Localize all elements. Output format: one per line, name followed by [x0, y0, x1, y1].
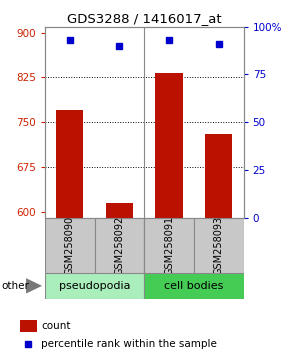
Text: GSM258092: GSM258092: [115, 216, 124, 275]
Bar: [144, 273, 244, 299]
Text: other: other: [1, 281, 29, 291]
Bar: [45, 273, 144, 299]
Bar: [194, 218, 244, 273]
Text: count: count: [41, 321, 71, 331]
Text: cell bodies: cell bodies: [164, 281, 224, 291]
Bar: [95, 218, 144, 273]
Text: pseudopodia: pseudopodia: [59, 281, 130, 291]
Polygon shape: [26, 278, 42, 293]
Bar: [45, 218, 95, 273]
Title: GDS3288 / 1416017_at: GDS3288 / 1416017_at: [67, 12, 222, 25]
Bar: [205, 134, 232, 218]
Text: GSM258090: GSM258090: [65, 216, 75, 275]
Text: GSM258091: GSM258091: [164, 216, 174, 275]
Bar: [56, 110, 84, 218]
Text: percentile rank within the sample: percentile rank within the sample: [41, 339, 217, 349]
Bar: [155, 73, 183, 218]
Bar: [20, 320, 37, 332]
Text: GSM258093: GSM258093: [214, 216, 224, 275]
Bar: [106, 203, 133, 218]
Bar: [144, 218, 194, 273]
